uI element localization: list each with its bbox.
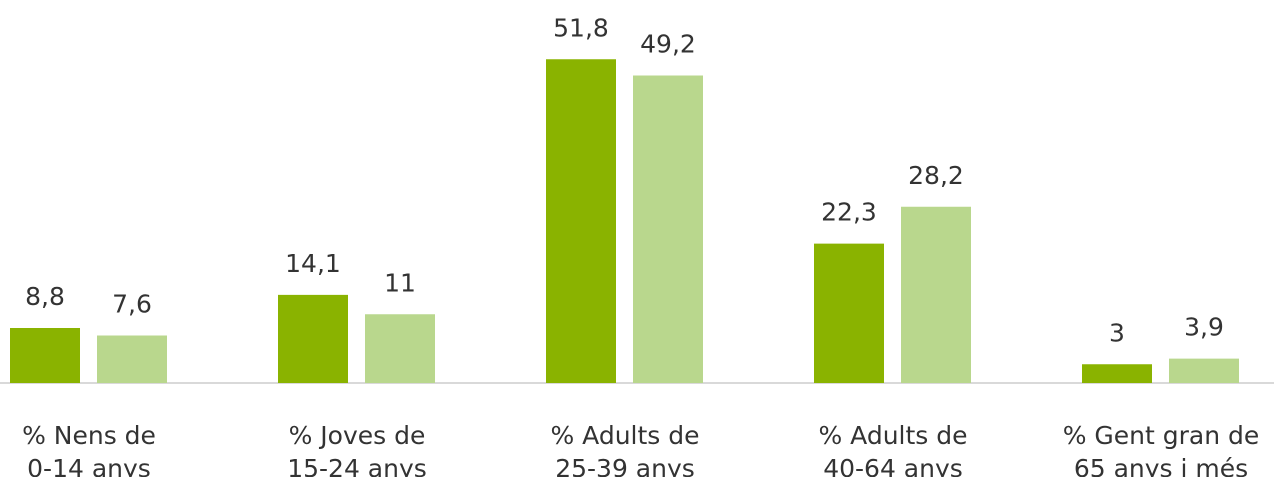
bar [365,314,435,383]
bar [1082,364,1152,383]
value-label: 49,2 [640,30,696,59]
bar [546,59,616,383]
bar [633,75,703,383]
value-label: 3,9 [1184,313,1224,342]
x-tick-label: % Joves de [289,421,426,450]
bar [97,335,167,383]
value-label: 7,6 [112,290,152,319]
x-tick-label: % Adults de [550,421,699,450]
x-tick-label: % Gent gran de [1063,421,1260,450]
value-label: 11 [384,268,416,297]
value-label: 14,1 [285,249,341,278]
x-tick-label: 25-39 anys [555,454,695,477]
bar [814,243,884,383]
bar [278,294,348,383]
x-tick-label: 0-14 anys [27,454,151,477]
bar [1169,358,1239,383]
value-label: 28,2 [908,161,964,190]
x-tick-label: 15-24 anys [287,454,427,477]
x-tick-label: 40-64 anys [823,454,963,477]
value-label: 51,8 [553,13,609,42]
bar [901,206,971,383]
value-label: 8,8 [25,282,65,311]
x-tick-label: % Nens de [22,421,156,450]
value-label: 3 [1109,318,1125,347]
x-tick-label: % Adults de [818,421,967,450]
bar [10,328,80,383]
value-label: 22,3 [821,198,877,227]
x-tick-label: 65 anys i més [1074,454,1248,477]
